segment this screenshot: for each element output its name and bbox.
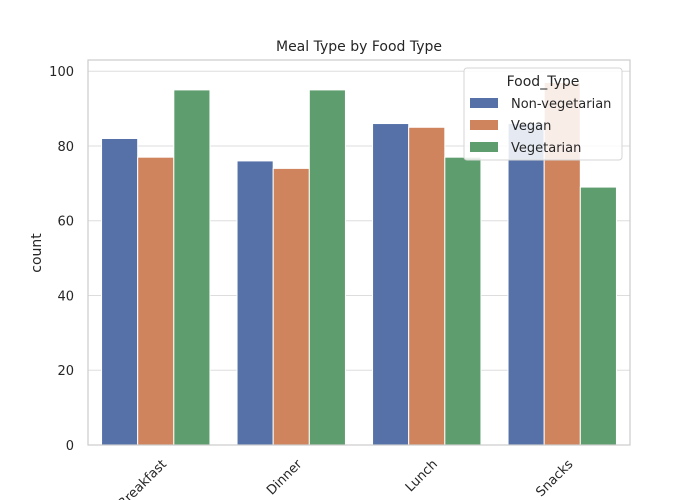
x-tick-label: Dinner — [264, 457, 306, 499]
legend-box — [463, 67, 623, 161]
legend-label: Non-vegetarian — [511, 97, 611, 112]
x-tick-label: Breakfast — [116, 457, 170, 500]
bar-non-vegetarian-snacks — [507, 123, 545, 446]
legend-title: Food_Type — [507, 74, 580, 90]
y-axis: 0 20 40 60 80 100 — [49, 65, 74, 454]
x-tick-label: Lunch — [403, 457, 441, 495]
legend-swatch — [470, 120, 498, 130]
bar-non-vegetarian-lunch — [372, 123, 410, 446]
y-tick-label: 0 — [66, 439, 74, 454]
legend-label: Vegetarian — [511, 141, 581, 156]
legend-swatch — [470, 142, 498, 152]
x-tick-label: Snacks — [533, 457, 576, 500]
y-tick-label: 40 — [57, 289, 74, 304]
y-tick-label: 100 — [49, 65, 74, 80]
x-axis: Breakfast Dinner Lunch Snacks — [116, 457, 577, 500]
bar-vegan-lunch — [408, 126, 446, 446]
bar-non-vegetarian-dinner — [236, 160, 274, 446]
y-tick-label: 60 — [57, 215, 74, 230]
y-tick-label: 20 — [57, 364, 74, 379]
chart-title: Meal Type by Food Type — [276, 39, 442, 55]
y-axis-title: count — [29, 233, 45, 273]
bar-vegetarian-snacks — [579, 186, 617, 446]
bar-vegetarian-breakfast — [173, 89, 211, 446]
legend-swatch — [470, 98, 498, 108]
plot-frame — [87, 59, 631, 446]
bar-vegetarian-dinner — [308, 89, 346, 446]
y-tick-label: 80 — [57, 140, 74, 155]
bar-non-vegetarian-breakfast — [101, 137, 139, 446]
bars — [101, 81, 617, 446]
bar-vegetarian-lunch — [444, 156, 482, 446]
bar-vegan-breakfast — [137, 156, 175, 446]
legend: Food_Type Non-vegetarian Vegan Vegetarian — [463, 67, 623, 161]
legend-label: Vegan — [511, 119, 551, 134]
bar-vegan-dinner — [272, 167, 310, 446]
